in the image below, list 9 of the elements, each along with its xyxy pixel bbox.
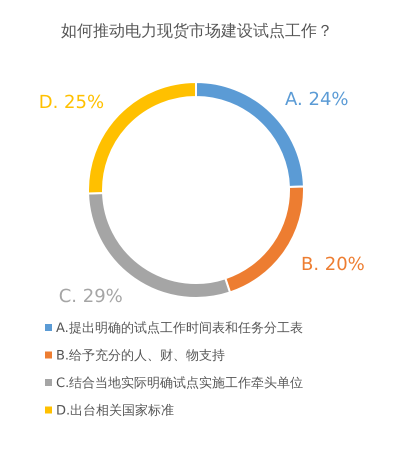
legend-label: B.给予充分的人、财、物支持: [56, 348, 226, 364]
data-label: A. 24%: [285, 89, 348, 110]
legend-label: A.提出明确的试点工作时间表和任务分工表: [56, 321, 303, 336]
data-label: C. 29%: [58, 286, 123, 307]
legend-label: C.结合当地实际明确试点实施工作牵头单位: [56, 376, 304, 391]
data-label: B. 20%: [300, 254, 365, 276]
chart-title: 如何推动电力现货市场建设试点工作？: [61, 21, 333, 40]
legend-label: D.出台相关国家标准: [56, 402, 174, 418]
data-label: D. 25%: [38, 92, 104, 113]
